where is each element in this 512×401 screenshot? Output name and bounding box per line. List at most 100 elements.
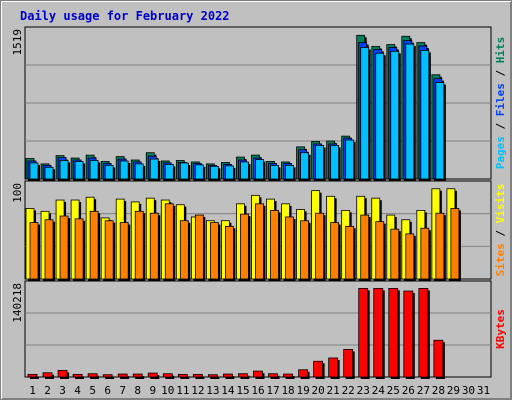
sites-bar (134, 210, 144, 280)
kbytes-bar (418, 288, 429, 378)
x-tick-label: 22 (342, 384, 355, 397)
kbytes-bar-shadow (75, 376, 85, 379)
pages-bar (44, 166, 54, 180)
kbytes-bar-shadow (105, 376, 115, 379)
legend-visits: Visits (494, 184, 507, 224)
x-tick-label: 16 (251, 384, 264, 397)
x-tick-label: 10 (161, 384, 174, 397)
sites-bar (435, 212, 445, 280)
sites-bar (345, 225, 355, 280)
sites-bar (44, 219, 54, 280)
x-tick-label: 3 (59, 384, 66, 397)
x-tick-label: 27 (417, 384, 430, 397)
pages-bar (270, 164, 279, 180)
y-max-label-kbytes: 140218 (11, 283, 24, 323)
kbytes-bar (253, 370, 263, 378)
pages-bar (315, 144, 325, 180)
x-tick-label: 21 (327, 384, 340, 397)
sites-bar (330, 222, 340, 280)
x-tick-label: 7 (119, 384, 126, 397)
pages-bar (164, 163, 174, 180)
pages-bar (390, 50, 400, 180)
kbytes-bar (343, 349, 354, 378)
x-tick-label: 2 (44, 384, 51, 397)
legend-sites-visits: Sites / Visits (494, 184, 507, 277)
sites-bar (119, 222, 129, 280)
kbytes-bar-shadow (30, 376, 39, 379)
sites-bar (194, 214, 204, 280)
kbytes-bar (192, 373, 203, 378)
kbytes-bar-shadow (195, 376, 205, 379)
pages-bar (375, 52, 385, 180)
kbytes-bar-shadow (210, 376, 220, 379)
kbytes-bar (117, 373, 128, 378)
y-max-label-visits: 100 (11, 183, 24, 203)
x-tick-label: 1 (29, 384, 36, 397)
legend-files: Files (494, 83, 507, 116)
x-tick-label: 5 (89, 384, 96, 397)
chart-title: Daily usage for February 2022 (20, 9, 230, 23)
x-tick-label: 4 (74, 384, 81, 397)
kbytes-bar (238, 373, 248, 378)
kbytes-bar-shadow (120, 376, 130, 379)
sites-bar (29, 222, 39, 280)
sites-bar (74, 218, 84, 280)
x-tick-label: 28 (432, 384, 445, 397)
x-tick-label: 19 (296, 384, 309, 397)
kbytes-bar (433, 339, 444, 378)
pages-bar (435, 82, 445, 180)
sites-bar (104, 220, 114, 280)
legend-sites: Sites (494, 243, 507, 276)
pages-bar (59, 160, 69, 180)
kbytes-bar-shadow (180, 376, 190, 379)
sites-bar (270, 209, 279, 280)
kbytes-bar (132, 373, 143, 378)
x-tick-label: 25 (387, 384, 400, 397)
y-max-label-hits: 1519 (11, 29, 24, 56)
sites-bar (360, 214, 370, 280)
pages-bar (240, 161, 249, 180)
x-tick-label: 24 (372, 384, 386, 397)
legend-kbytes: KBytes (494, 309, 507, 349)
pages-bar (104, 164, 114, 180)
x-tick-label: 29 (447, 384, 460, 397)
x-tick-label: 17 (266, 384, 279, 397)
panel-2: 100 Sites / Visits (11, 180, 507, 281)
panel-1: 1519 Pages / Files / Hits (11, 26, 507, 182)
kbytes-bar (147, 372, 158, 378)
kbytes-bar (177, 373, 188, 378)
legend-separator: / (494, 223, 507, 243)
kbytes-bar (283, 373, 293, 378)
sites-bar (405, 233, 415, 280)
kbytes-bar (27, 373, 38, 378)
x-tick-label: 8 (134, 384, 141, 397)
sites-bar (300, 220, 309, 280)
x-tick-label: 9 (149, 384, 156, 397)
panel-3: 140218 KBytes (11, 280, 507, 379)
kbytes-bar-shadow (225, 376, 235, 379)
x-tick-label: 31 (477, 384, 490, 397)
kbytes-bar-shadow (135, 376, 145, 379)
kbytes-bar (57, 370, 68, 378)
kbytes-bar (42, 372, 53, 378)
kbytes-bar (358, 288, 369, 378)
kbytes-bar (298, 369, 308, 378)
pages-bar (225, 165, 234, 180)
pages-bar (149, 158, 159, 180)
pages-bar (330, 144, 340, 180)
x-tick-label: 26 (402, 384, 415, 397)
sites-bar (209, 222, 219, 280)
pages-bar (255, 159, 264, 180)
legend-kbytes: KBytes (494, 309, 507, 349)
sites-bar (89, 210, 99, 280)
x-tick-label: 13 (206, 384, 219, 397)
pages-bar (119, 160, 129, 180)
pages-bar (285, 164, 294, 180)
kbytes-bar (373, 288, 384, 378)
sites-bar (420, 227, 430, 280)
x-tick-label: 11 (176, 384, 189, 397)
legend-pages: Pages (494, 136, 507, 169)
sites-bar (255, 203, 264, 280)
